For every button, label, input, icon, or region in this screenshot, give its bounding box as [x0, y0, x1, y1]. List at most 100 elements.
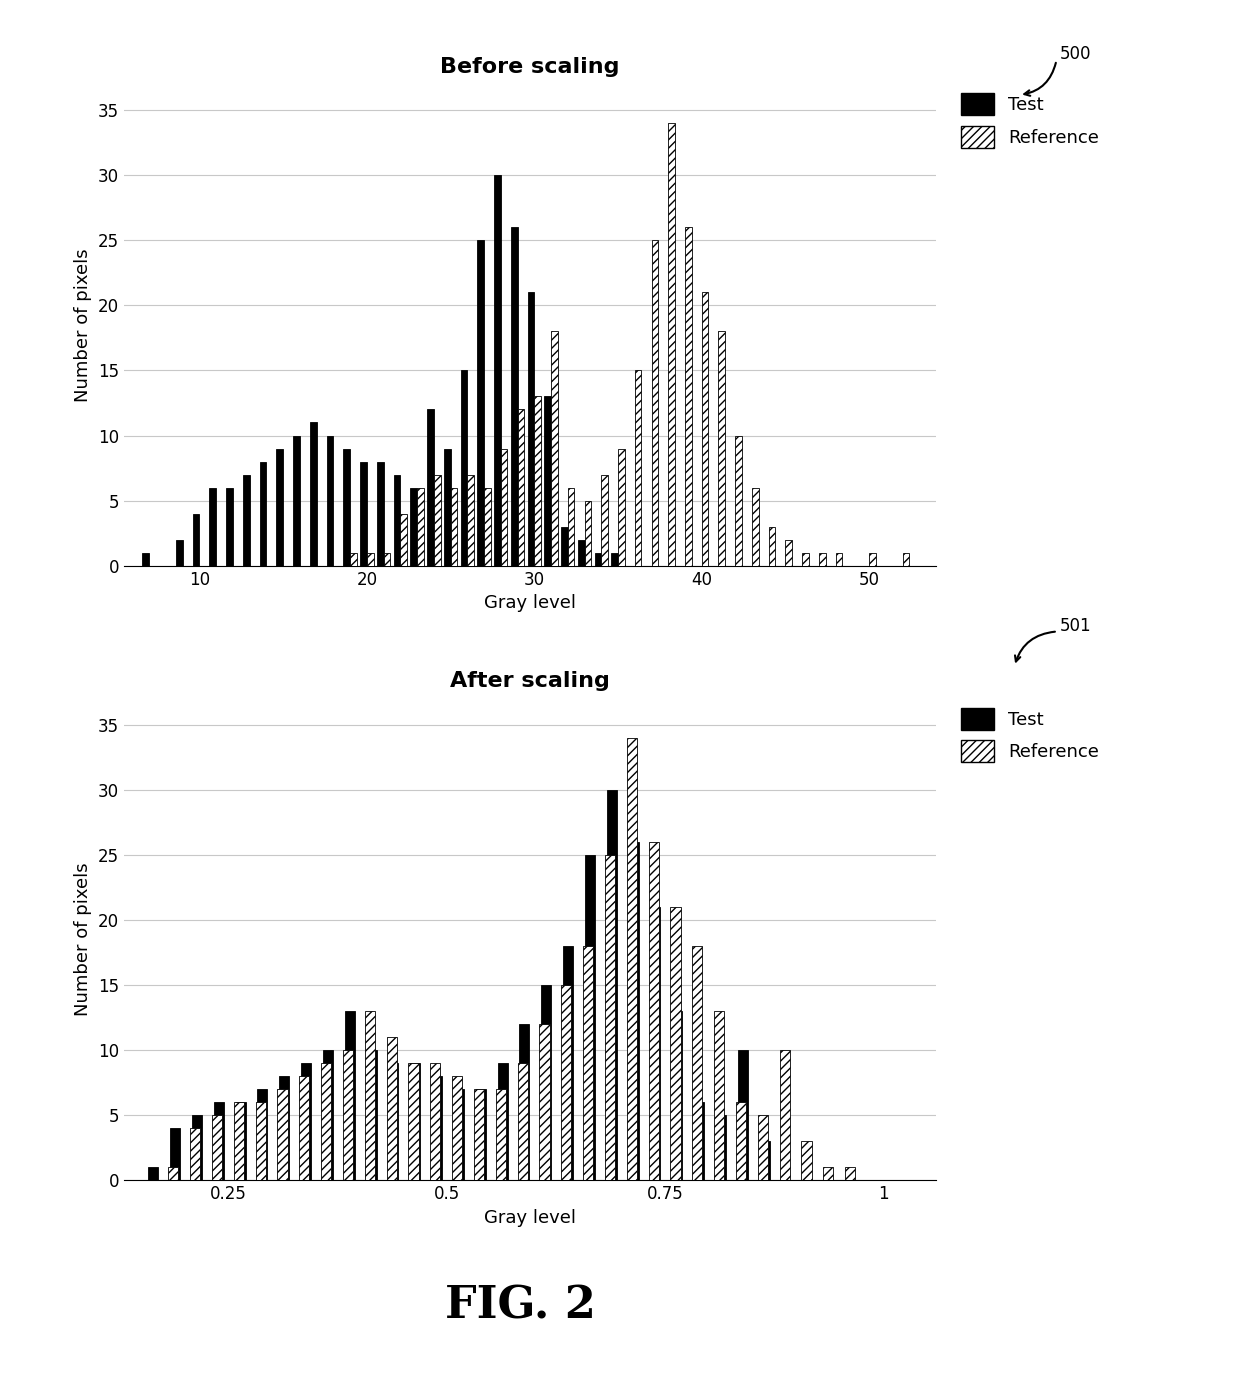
Bar	[170, 1129, 180, 1180]
Bar	[365, 1011, 374, 1180]
X-axis label: Gray level: Gray level	[484, 1208, 577, 1227]
Bar	[321, 1063, 331, 1180]
Bar	[279, 1076, 289, 1180]
Bar	[635, 370, 641, 566]
Bar	[432, 1076, 443, 1180]
Bar	[702, 292, 708, 566]
Bar	[453, 1076, 463, 1180]
Bar	[383, 553, 391, 566]
Bar	[584, 500, 591, 566]
Bar	[410, 1063, 420, 1180]
Bar	[343, 1051, 353, 1180]
Bar	[301, 1063, 311, 1180]
Bar	[551, 331, 558, 566]
Bar	[501, 448, 507, 566]
Bar	[568, 488, 574, 566]
Bar	[629, 842, 639, 1180]
Bar	[277, 448, 283, 566]
Title: Before scaling: Before scaling	[440, 57, 620, 77]
Bar	[494, 175, 501, 566]
Bar	[484, 488, 491, 566]
Bar	[345, 1011, 355, 1180]
Bar	[618, 448, 625, 566]
Bar	[651, 907, 661, 1180]
Bar	[226, 488, 233, 566]
Bar	[544, 397, 551, 566]
Bar	[846, 1168, 856, 1180]
Bar	[388, 1063, 398, 1180]
Bar	[236, 1102, 246, 1180]
Bar	[169, 1168, 179, 1180]
Bar	[299, 1076, 309, 1180]
Bar	[497, 1063, 507, 1180]
Bar	[611, 553, 618, 566]
Bar	[322, 1051, 334, 1180]
Bar	[343, 448, 350, 566]
Bar	[234, 1102, 244, 1180]
Bar	[668, 123, 675, 566]
Y-axis label: Number of pixels: Number of pixels	[74, 249, 93, 401]
Bar	[367, 553, 373, 566]
Bar	[143, 553, 149, 566]
Bar	[651, 240, 658, 566]
Legend: Test, Reference: Test, Reference	[961, 92, 1100, 148]
Text: 500: 500	[1060, 45, 1091, 63]
Bar	[393, 475, 401, 566]
FancyArrowPatch shape	[1016, 631, 1055, 662]
Text: 501: 501	[1060, 617, 1092, 636]
Bar	[585, 855, 595, 1180]
Bar	[444, 448, 450, 566]
Bar	[714, 1011, 724, 1180]
Bar	[527, 292, 534, 566]
Bar	[560, 527, 568, 566]
Bar	[255, 1102, 265, 1180]
Bar	[594, 553, 601, 566]
Y-axis label: Number of pixels: Number of pixels	[74, 863, 93, 1016]
Bar	[627, 738, 637, 1180]
Bar	[192, 514, 200, 566]
Bar	[258, 1090, 268, 1180]
Bar	[176, 539, 182, 566]
Text: FIG. 2: FIG. 2	[445, 1285, 596, 1327]
Bar	[310, 422, 316, 566]
Bar	[836, 553, 842, 566]
Bar	[293, 436, 300, 566]
Bar	[785, 539, 792, 566]
Bar	[243, 475, 249, 566]
Bar	[780, 1051, 790, 1180]
Bar	[601, 475, 608, 566]
Bar	[692, 946, 702, 1180]
Bar	[605, 855, 615, 1180]
Bar	[823, 1168, 833, 1180]
Bar	[684, 228, 692, 566]
Bar	[474, 1090, 484, 1180]
Bar	[460, 370, 467, 566]
Legend: Test, Reference: Test, Reference	[961, 707, 1100, 763]
Bar	[430, 1063, 440, 1180]
Bar	[735, 436, 742, 566]
Bar	[367, 1051, 377, 1180]
Bar	[212, 1115, 222, 1180]
Bar	[410, 488, 417, 566]
Bar	[278, 1090, 288, 1180]
Bar	[563, 946, 573, 1180]
Bar	[417, 488, 424, 566]
Bar	[467, 475, 474, 566]
Bar	[190, 1129, 200, 1180]
Bar	[649, 842, 658, 1180]
Bar	[534, 397, 541, 566]
Bar	[477, 240, 484, 566]
Bar	[539, 1024, 549, 1180]
Bar	[718, 331, 725, 566]
Bar	[377, 461, 383, 566]
Bar	[715, 1115, 725, 1180]
Bar	[149, 1168, 159, 1180]
Bar	[562, 985, 572, 1180]
Bar	[758, 1115, 768, 1180]
Bar	[517, 409, 525, 566]
Bar	[583, 946, 593, 1180]
Bar	[427, 409, 434, 566]
Bar	[671, 907, 681, 1180]
Bar	[476, 1090, 486, 1180]
Bar	[360, 461, 367, 566]
